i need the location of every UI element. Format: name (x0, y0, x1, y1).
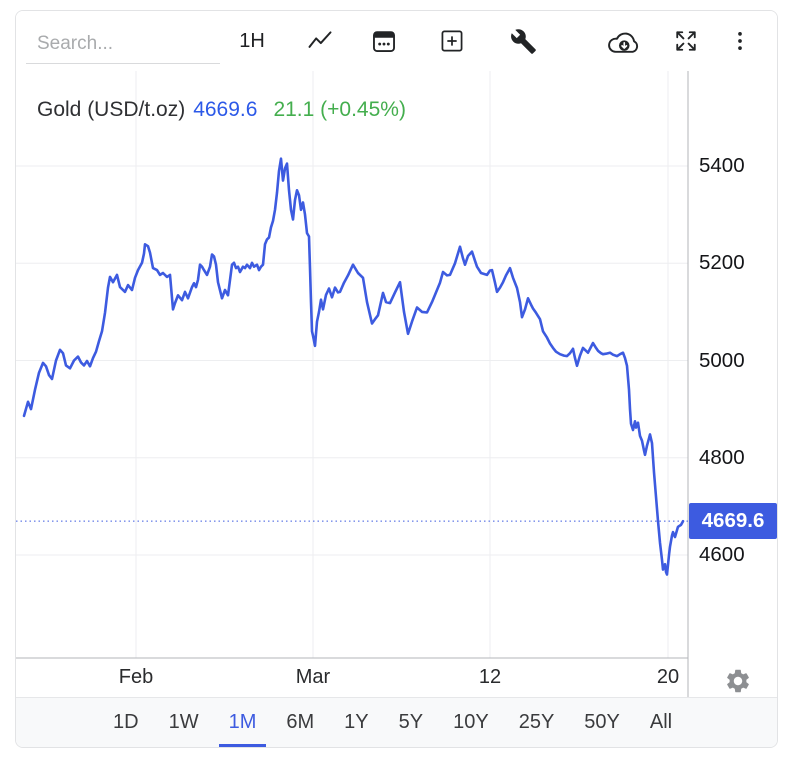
range-tab-1y[interactable]: 1Y (334, 698, 378, 747)
last-price-value: 4669.6 (193, 98, 258, 121)
kebab-menu-icon (727, 27, 753, 55)
plus-square-icon (438, 27, 466, 55)
x-axis-tick: Mar (295, 666, 331, 688)
range-tab-5y[interactable]: 5Y (389, 698, 433, 747)
tools-button[interactable] (506, 24, 540, 58)
more-menu-button[interactable] (723, 24, 757, 58)
cloud-download-icon (606, 26, 642, 56)
calendar-icon (370, 27, 398, 55)
compare-button[interactable] (435, 24, 469, 58)
instrument-name: Gold (USD/t.oz) (37, 98, 186, 121)
range-tab-1d[interactable]: 1D (103, 698, 149, 747)
settings-gear-icon (724, 667, 752, 698)
chart-widget: 1H (15, 10, 778, 748)
range-tab-bar: 1D 1W 1M 6M 1Y 5Y 10Y 25Y 50Y All (16, 697, 777, 747)
price-line-series (22, 157, 685, 576)
y-axis-tick: 5000 (699, 348, 745, 372)
instrument-title: Gold (USD/t.oz) 4669.6 21.1 (+0.45%) (37, 97, 406, 123)
range-tab-50y[interactable]: 50Y (574, 698, 630, 747)
price-chart[interactable] (16, 11, 777, 747)
range-tab-all[interactable]: All (640, 698, 682, 747)
line-chart-icon (306, 27, 334, 55)
fullscreen-button[interactable] (669, 24, 703, 58)
range-tab-6m[interactable]: 6M (276, 698, 324, 747)
y-axis-tick: 5200 (699, 251, 745, 275)
price-change: 21.1 (+0.45%) (273, 98, 406, 121)
interval-button[interactable]: 1H (231, 24, 273, 58)
current-price-badge: 4669.6 (689, 503, 777, 540)
range-tab-1w[interactable]: 1W (159, 698, 209, 747)
wrench-icon (510, 28, 537, 55)
y-axis-tick: 4600 (699, 543, 745, 566)
download-button[interactable] (604, 24, 644, 58)
y-axis-tick: 4800 (699, 445, 745, 469)
calendar-button[interactable] (367, 24, 401, 58)
chart-type-button[interactable] (303, 24, 337, 58)
range-tab-25y[interactable]: 25Y (509, 698, 565, 747)
toolbar: 1H (16, 11, 777, 71)
range-tab-10y[interactable]: 10Y (443, 698, 499, 747)
range-tab-1m[interactable]: 1M (218, 698, 267, 747)
y-axis-tick: 5400 (699, 154, 745, 177)
x-axis-tick: 20 (656, 666, 680, 688)
x-axis-tick: Feb (118, 666, 154, 688)
x-axis-tick: 12 (478, 666, 502, 688)
fullscreen-icon (672, 27, 700, 55)
settings-button[interactable] (722, 666, 754, 698)
search-input[interactable] (26, 27, 220, 64)
